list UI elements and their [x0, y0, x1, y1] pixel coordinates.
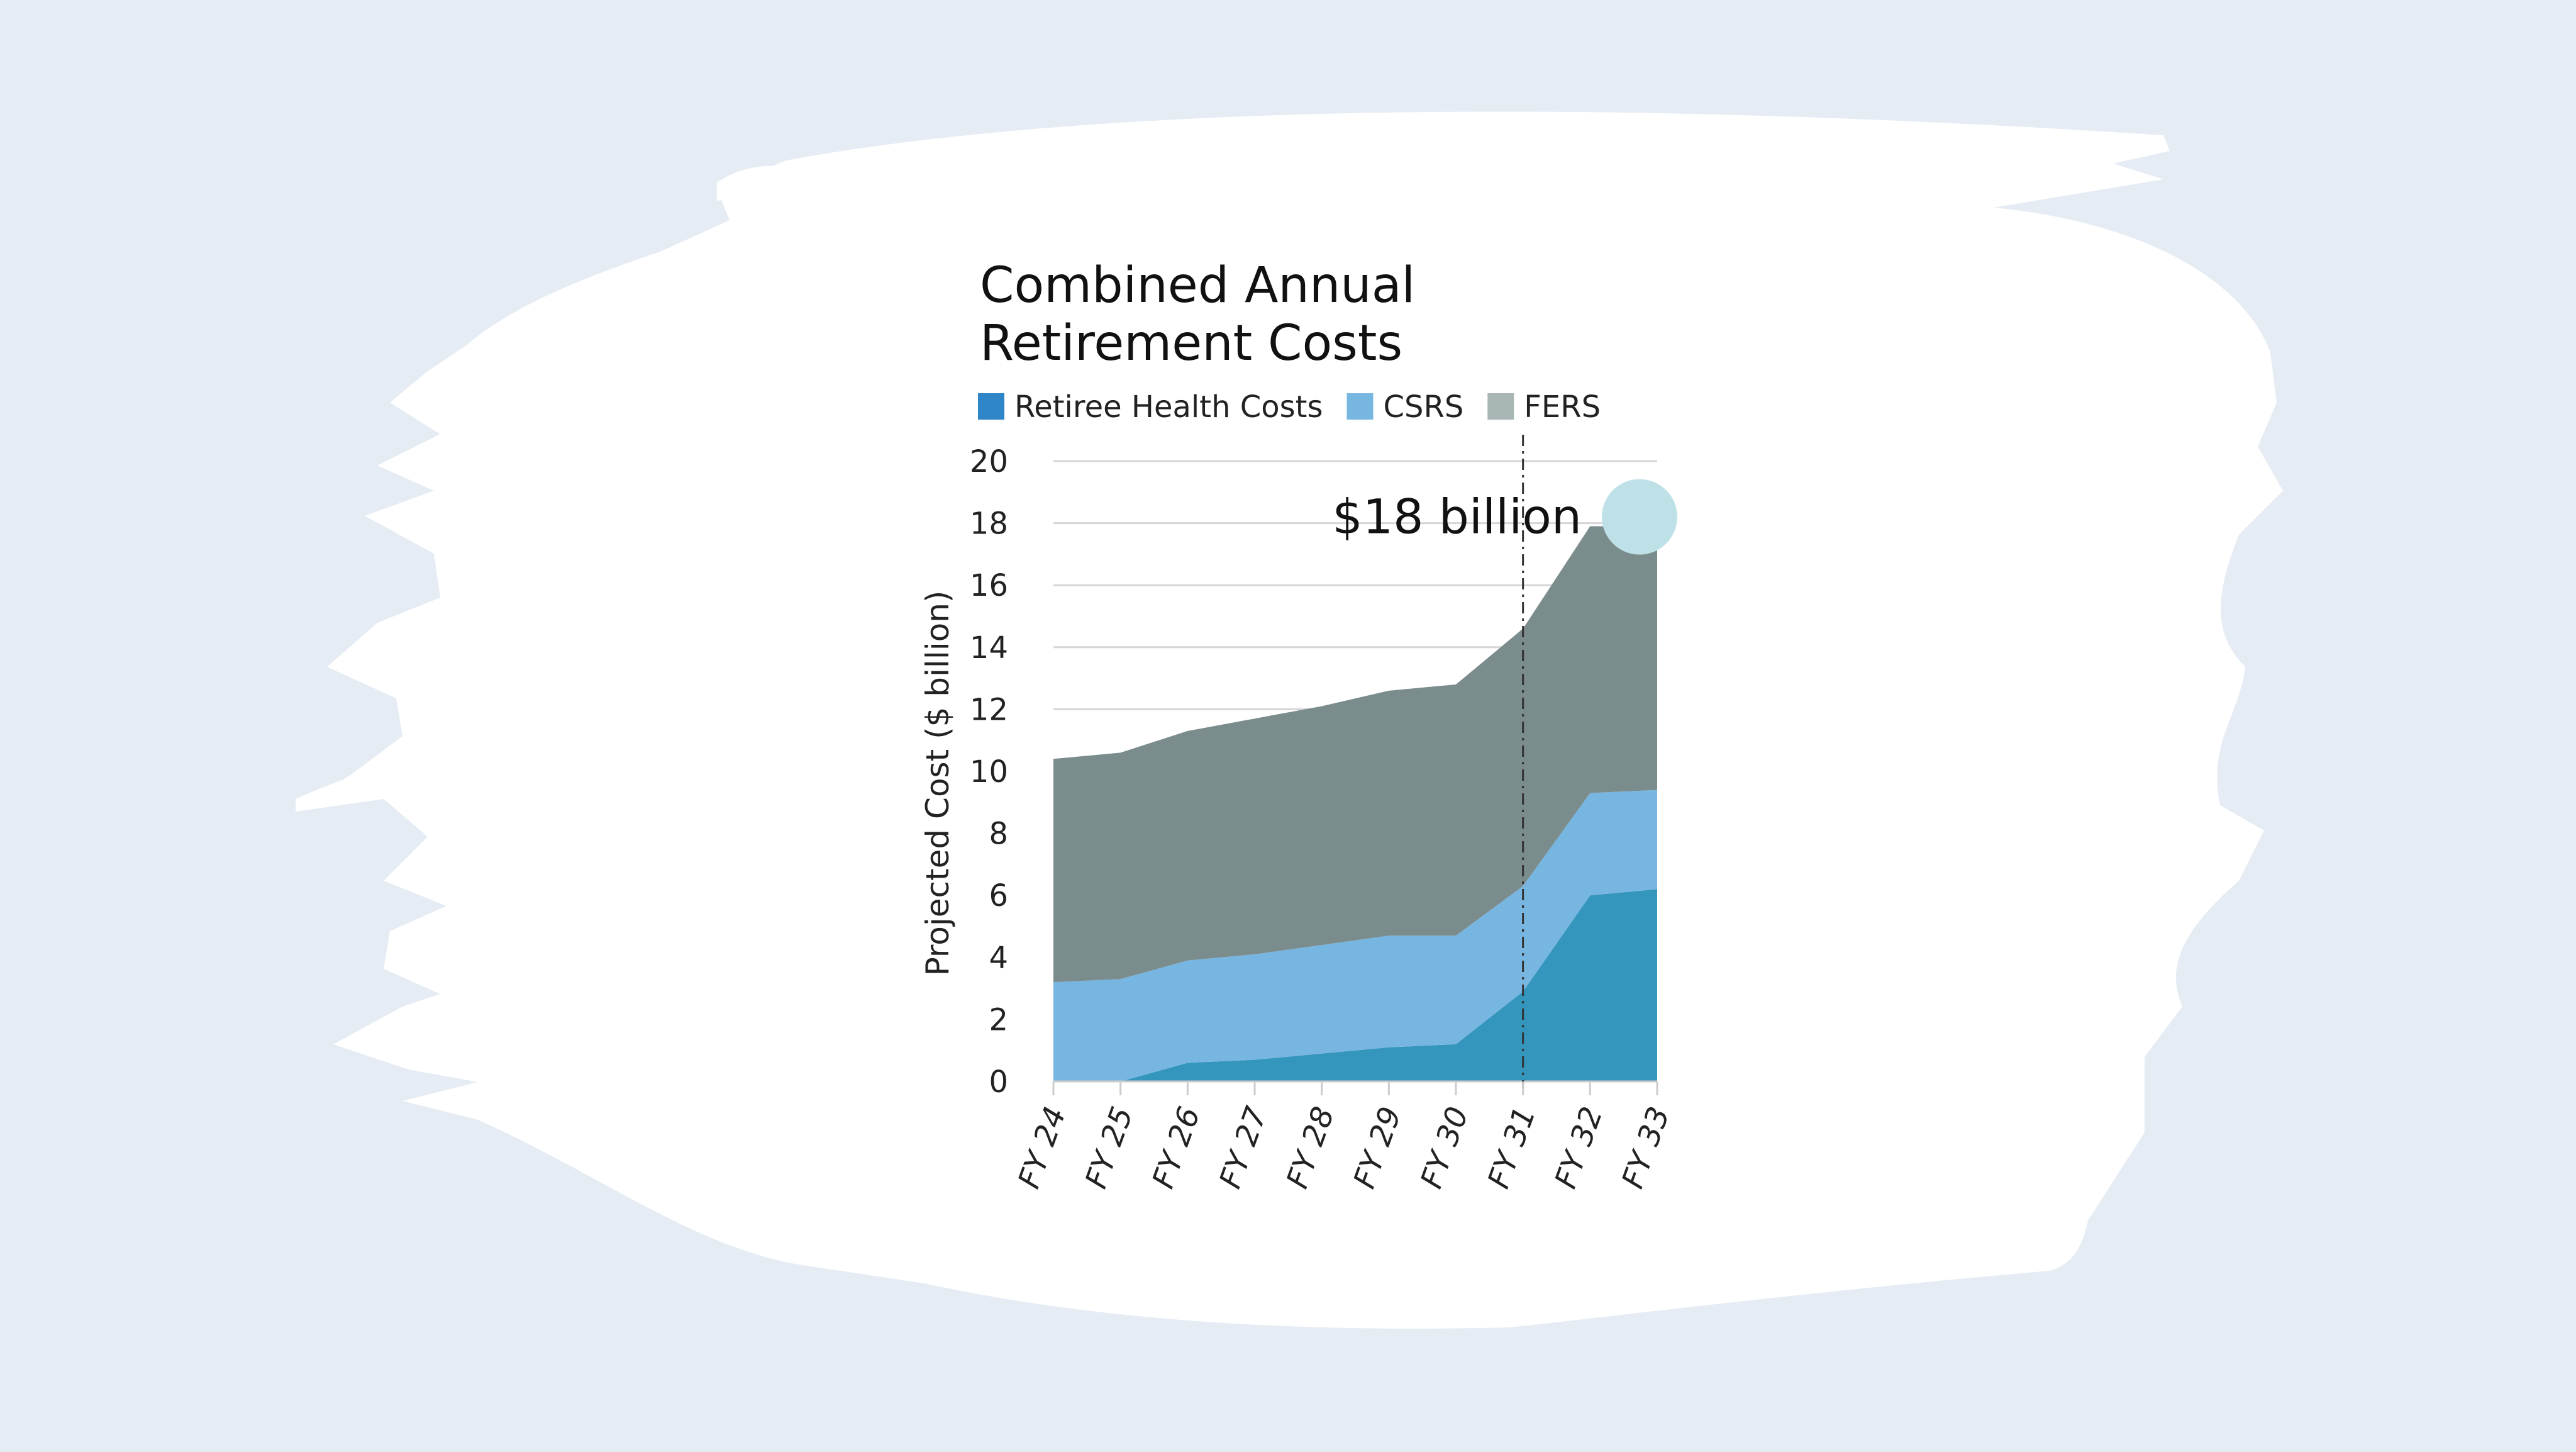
y-tick-label-14: 14: [970, 630, 1008, 666]
annotation-marker: [1602, 479, 1677, 555]
y-tick-label-10: 10: [970, 754, 1008, 790]
y-tick-label-18: 18: [970, 506, 1008, 542]
y-tick-label-12: 12: [970, 692, 1008, 727]
x-tick-label-fy-31: FY 31: [1481, 1102, 1543, 1193]
y-axis-ticks: 0 2 4 6 8 10 12 14 16 18 20: [970, 444, 1008, 1100]
y-tick-label-8: 8: [989, 817, 1008, 852]
x-tick-label-fy-28: FY 28: [1280, 1102, 1341, 1193]
legend-swatch-retiree-health-costs: [978, 393, 1004, 420]
area-csrs: [1053, 790, 1657, 1081]
area-fers: [1053, 526, 1657, 983]
x-tick-label-fy-25: FY 25: [1079, 1102, 1140, 1193]
legend-label-csrs: CSRS: [1383, 389, 1463, 425]
y-tick-label-2: 2: [989, 1002, 1008, 1037]
annotation-18-billion: $18 billion: [1332, 479, 1677, 555]
chart-title-line-2: Retirement Costs: [980, 315, 1402, 372]
y-axis-label: Projected Cost ($ billion): [919, 591, 956, 976]
chart-legend: Retiree Health Costs CSRS FERS: [978, 389, 1601, 425]
legend-swatch-csrs: [1346, 393, 1374, 420]
x-axis-ticks: FY 24 FY 25 FY 26 FY 27 FY 28 FY 29 FY 30 FY 31…: [1011, 1081, 1677, 1193]
stacked-areas: [1053, 526, 1657, 1081]
y-tick-label-0: 0: [989, 1064, 1008, 1100]
y-tick-label-6: 6: [989, 878, 1008, 913]
legend-label-fers: FERS: [1524, 389, 1601, 425]
x-tick-label-fy-32: FY 32: [1548, 1102, 1609, 1193]
y-tick-label-4: 4: [989, 941, 1008, 976]
x-tick-label-fy-26: FY 26: [1145, 1102, 1207, 1193]
brush-stroke-left-streak: [296, 755, 491, 812]
legend-swatch-fers: [1487, 393, 1514, 420]
y-tick-label-20: 20: [970, 444, 1008, 479]
x-tick-label-fy-24: FY 24: [1011, 1102, 1073, 1193]
legend-label-retiree-health-costs: Retiree Health Costs: [1014, 389, 1323, 425]
area-retiree-health-costs: [1053, 889, 1657, 1081]
x-tick-label-fy-30: FY 30: [1414, 1102, 1475, 1193]
brush-stroke-top-streak: [717, 165, 893, 217]
x-tick-label-fy-27: FY 27: [1213, 1102, 1274, 1193]
annotation-label: $18 billion: [1332, 489, 1582, 545]
x-tick-label-fy-29: FY 29: [1346, 1102, 1408, 1193]
axes: [1053, 435, 1657, 1088]
x-tick-label-fy-33: FY 33: [1615, 1102, 1677, 1193]
chart-title-line-1: Combined Annual: [980, 257, 1415, 314]
y-tick-label-16: 16: [970, 568, 1008, 603]
